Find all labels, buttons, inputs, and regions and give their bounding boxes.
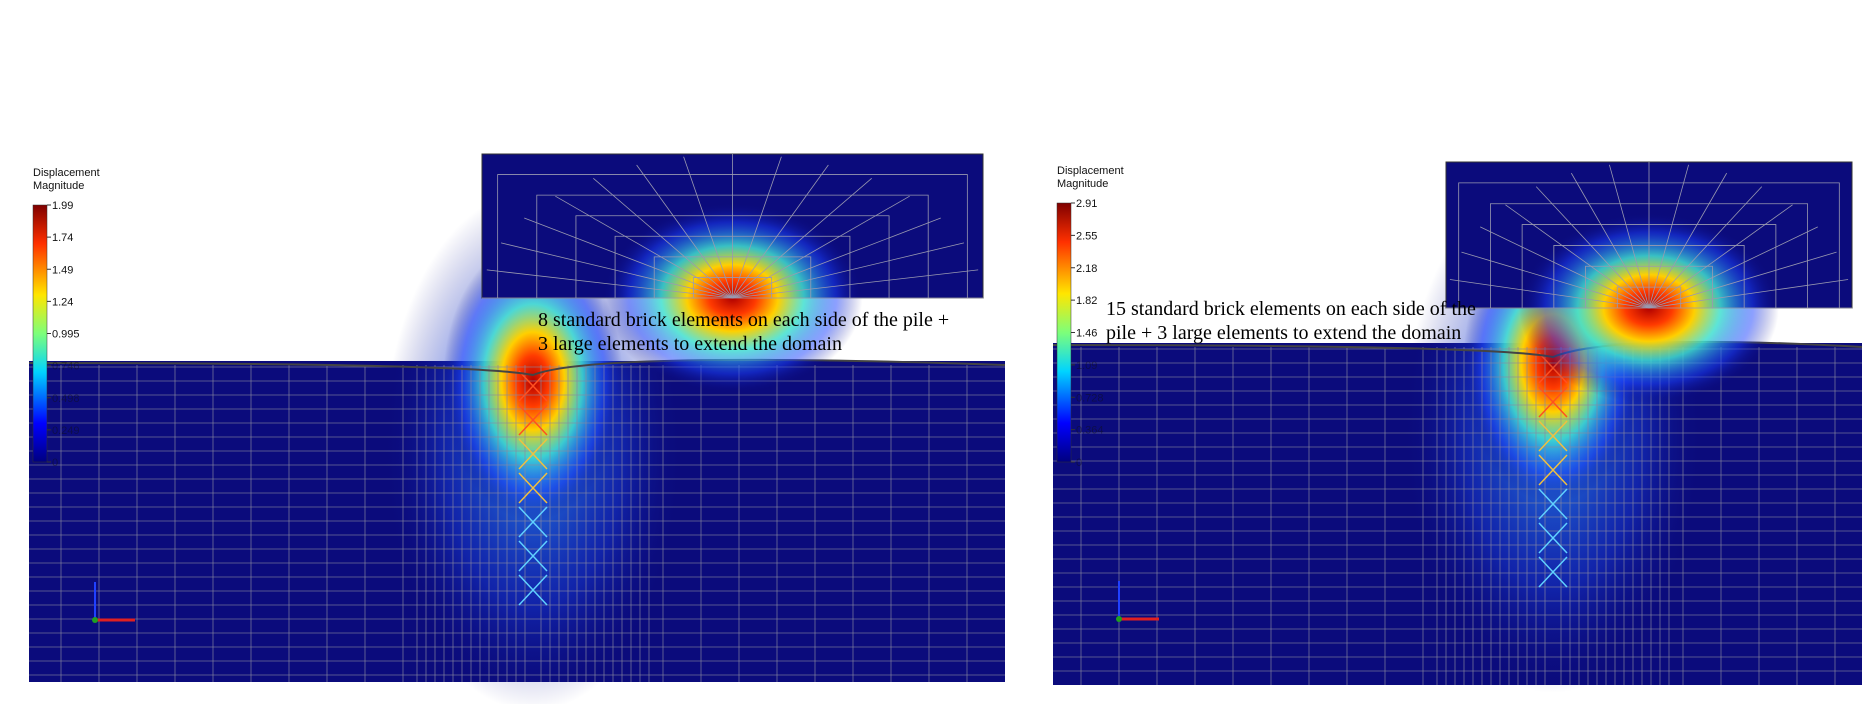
colorbar-label: 1.99 — [52, 200, 73, 212]
pile-element — [518, 370, 548, 402]
inset-mesh-line — [1648, 279, 1849, 309]
pile-element — [1538, 420, 1568, 452]
legend-title: Displacement — [33, 167, 100, 179]
inset-mesh-line — [486, 269, 733, 299]
pile-element — [1538, 488, 1568, 520]
inset-mesh-line — [1461, 251, 1650, 309]
inset-mesh-line — [1570, 172, 1650, 309]
colorbar-label: 2.18 — [1076, 263, 1097, 275]
colorbar-label: 0 — [52, 457, 58, 469]
inset-mesh-line — [1648, 164, 1689, 309]
pile-element — [1538, 556, 1568, 588]
inset-mesh-line — [1535, 186, 1650, 309]
inset-mesh-line — [500, 242, 733, 299]
pile-element — [1538, 454, 1568, 486]
annotation: pile + 3 large elements to extend the do… — [1106, 322, 1461, 344]
colorbar-label: 1.46 — [1076, 328, 1097, 340]
pile-element — [518, 506, 548, 538]
pile-element — [518, 540, 548, 572]
inset-mesh-line — [1648, 226, 1818, 309]
inset-mesh-line — [1648, 251, 1837, 309]
colorbar-label: 1.24 — [52, 296, 73, 308]
inset-mesh-line — [732, 217, 941, 299]
colorbar-label: 0.498 — [52, 393, 80, 405]
pile-element — [518, 574, 548, 606]
axis-z — [1116, 616, 1122, 622]
colorbar — [1056, 202, 1072, 463]
inset-mesh-line — [683, 156, 733, 299]
pile-element — [1538, 386, 1568, 418]
colorbar-label: 0.746 — [52, 361, 80, 373]
inset-mesh-line — [593, 177, 733, 299]
legend-title: Magnitude — [1057, 178, 1108, 190]
colorbar-label: 1.49 — [52, 264, 73, 276]
inset-mesh-line — [732, 242, 965, 299]
annotation: 15 standard brick elements on each side … — [1106, 298, 1476, 320]
legend-title: Displacement — [1057, 165, 1124, 177]
colorbar-label: 0.249 — [52, 425, 80, 437]
colorbar-label: 2.91 — [1076, 198, 1097, 210]
colorbar-label: 2.55 — [1076, 230, 1097, 242]
inset-view — [1445, 161, 1853, 403]
inset-view — [481, 153, 984, 393]
inset-mesh-line — [1449, 279, 1650, 309]
colorbar-label: 0.995 — [52, 329, 80, 341]
colorbar-label: 1.82 — [1076, 295, 1097, 307]
mesh-view — [28, 191, 1006, 704]
axis-z — [92, 617, 98, 623]
inset-mesh-line — [732, 195, 910, 299]
legend-title: Magnitude — [33, 180, 84, 192]
inset-mesh-line — [732, 156, 782, 299]
inset-mesh-line — [555, 195, 733, 299]
pile-element — [518, 404, 548, 436]
pile-element — [518, 472, 548, 504]
colorbar-label: 0 — [1076, 457, 1082, 469]
inset-mesh-line — [1648, 204, 1793, 309]
annotation: 3 large elements to extend the domain — [538, 333, 842, 355]
inset-mesh-line — [1648, 172, 1728, 309]
colorbar — [32, 204, 48, 463]
inset-mesh-line — [524, 217, 733, 299]
inset-mesh-line — [732, 177, 872, 299]
inset-mesh-line — [732, 269, 979, 299]
inset-mesh-line — [636, 164, 733, 299]
inset-mesh-line — [1505, 204, 1650, 309]
inset-mesh-line — [732, 164, 829, 299]
colorbar-label: 0.364 — [1076, 425, 1104, 437]
annotation: 8 standard brick elements on each side o… — [538, 309, 949, 331]
colorbar-label: 1.09 — [1076, 360, 1097, 372]
pile-element — [1538, 522, 1568, 554]
colorbar-label: 1.74 — [52, 232, 73, 244]
inset-mesh-line — [1609, 164, 1650, 309]
inset-mesh-line — [1480, 226, 1650, 309]
pile-element — [518, 438, 548, 470]
inset-mesh-line — [1648, 186, 1763, 309]
colorbar-label: 0.728 — [1076, 392, 1104, 404]
